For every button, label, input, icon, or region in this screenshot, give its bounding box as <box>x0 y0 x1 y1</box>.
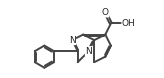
Text: OH: OH <box>122 19 136 28</box>
Text: N: N <box>69 36 76 45</box>
Text: N: N <box>85 47 92 56</box>
Text: O: O <box>102 8 109 17</box>
